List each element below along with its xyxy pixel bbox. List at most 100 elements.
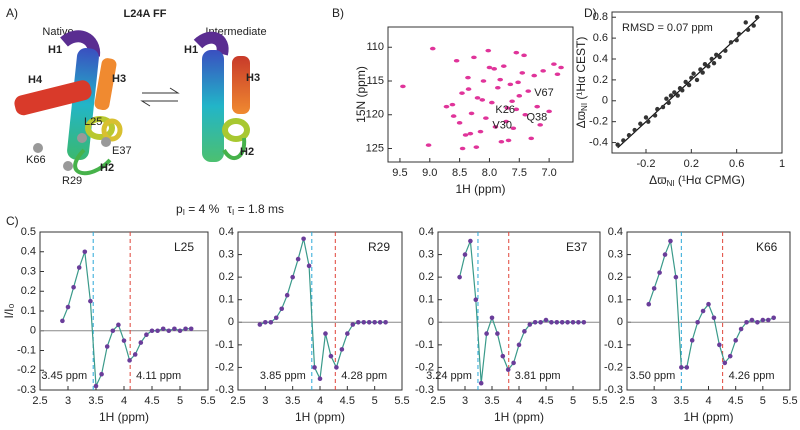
plot-frame: [237, 231, 403, 391]
point: [689, 338, 695, 343]
helix-label: H2: [240, 146, 254, 158]
structure-title: L24A FF: [124, 8, 167, 20]
helix: [193, 31, 229, 56]
point: [339, 347, 345, 352]
point: [522, 329, 527, 334]
point: [646, 119, 651, 124]
y-tick-label: 125: [366, 142, 384, 154]
peak: [558, 65, 564, 70]
peak: [551, 62, 557, 66]
y-tick-label: 0: [602, 95, 608, 107]
peak: [468, 111, 475, 116]
point: [695, 319, 700, 325]
point: [71, 285, 76, 290]
y-tick-label: 0: [617, 316, 623, 328]
x-tick-label: 5.5: [592, 395, 607, 407]
point: [576, 319, 581, 325]
annotation: RMSD = 0.07 ppm: [622, 22, 713, 34]
point: [734, 38, 739, 43]
point: [279, 306, 285, 312]
point: [350, 322, 356, 327]
point: [323, 331, 328, 336]
label-symbol: Δϖ: [574, 111, 588, 128]
point: [554, 319, 560, 325]
point: [722, 360, 728, 366]
point: [745, 27, 751, 32]
y-tick-label: -0.2: [415, 361, 434, 373]
loop: [73, 148, 112, 176]
helix: [85, 116, 115, 140]
fit-curve: [61, 251, 192, 389]
peak: [400, 84, 406, 89]
x-tick-label: 2.5: [430, 395, 445, 407]
point: [760, 317, 766, 323]
y-tick-label: -0.2: [589, 116, 608, 128]
point: [673, 274, 679, 280]
point: [655, 106, 660, 112]
y-tick-label: -0.1: [215, 339, 234, 351]
point: [495, 331, 500, 336]
marker-label: 4.26 ppm: [729, 370, 775, 382]
y-tick-label: 0.1: [419, 294, 434, 306]
y-tick-label: 0: [428, 316, 434, 328]
peak: [519, 71, 526, 75]
point: [127, 358, 132, 363]
residue-sphere: [63, 161, 73, 171]
peak: [531, 73, 538, 78]
marker-label: 4.11 ppm: [136, 370, 181, 382]
point: [706, 64, 711, 69]
x-tick-label: 7.0: [541, 167, 556, 179]
peak: [449, 102, 456, 107]
kinetics-text: pI = 4 % τI = 1.8 ms: [176, 202, 284, 217]
point: [104, 344, 110, 349]
x-tick-label: 3: [262, 395, 268, 407]
point: [116, 322, 121, 328]
panel-label: D): [584, 6, 597, 20]
label-text: (¹Hα CEST): [574, 37, 588, 103]
peak: [453, 58, 460, 63]
series-label: R29: [368, 240, 390, 254]
point: [383, 319, 388, 325]
point: [484, 331, 489, 336]
x-tick-label: 3.5: [285, 395, 300, 407]
point: [121, 338, 127, 343]
peak: [554, 72, 561, 77]
point: [700, 308, 706, 314]
label-text: (¹Hα CPMG): [675, 173, 745, 187]
peak: [534, 104, 540, 109]
point: [664, 96, 669, 101]
x-tick-label: 5.5: [394, 395, 409, 407]
point: [155, 328, 160, 334]
peak: [450, 114, 457, 118]
symbol: τ: [227, 202, 232, 216]
point: [651, 286, 657, 291]
peak: [510, 126, 517, 131]
point: [166, 328, 172, 334]
point: [765, 317, 771, 323]
point: [615, 142, 620, 147]
x-tick-label: 4: [121, 395, 127, 407]
peak: [546, 109, 552, 114]
peak-label: K26: [495, 104, 515, 116]
point: [662, 252, 668, 257]
point: [538, 319, 543, 325]
x-axis-label: 1H (ppm): [455, 182, 505, 196]
point: [738, 326, 744, 332]
point: [366, 319, 372, 325]
point: [500, 353, 506, 359]
point: [257, 322, 263, 327]
x-tick-label: 8.5: [452, 167, 467, 179]
residue-sphere: [101, 137, 111, 147]
peak: [500, 64, 507, 68]
point: [666, 100, 671, 106]
y-tick-label: 0.6: [593, 32, 608, 44]
point: [543, 317, 549, 323]
x-tick-label: 5.5: [200, 395, 215, 407]
point: [188, 326, 194, 332]
y-tick-label: -0.3: [17, 384, 36, 396]
peak: [528, 136, 535, 141]
point: [668, 238, 673, 244]
x-tick-label: 2.5: [619, 395, 634, 407]
x-axis-label: ΔϖNI (¹Hα CPMG): [649, 173, 745, 188]
x-tick-label: 3: [651, 395, 657, 407]
